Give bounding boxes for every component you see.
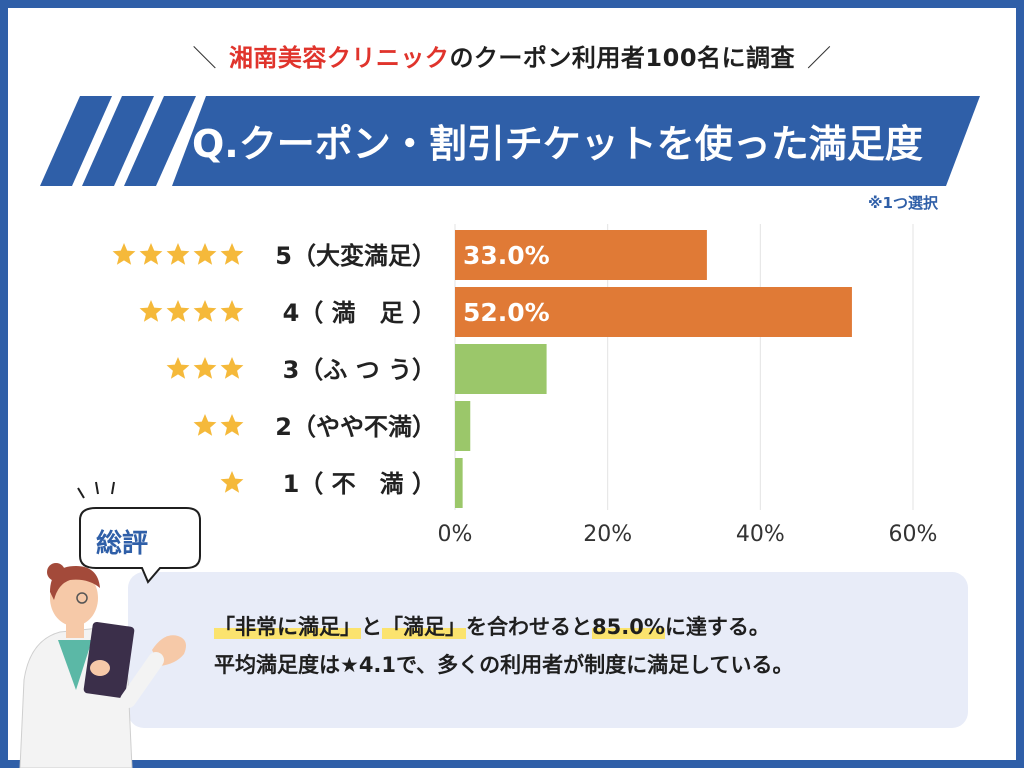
summary-ending: に達する。 (664, 615, 770, 639)
bar (455, 344, 547, 394)
star-icon (220, 243, 244, 265)
question-title: Q.クーポン・割引チケットを使った満足度 (192, 122, 923, 166)
highlight-very-satisfied: 「非常に満足」 (214, 615, 361, 639)
category-label: 2（やや不満） (275, 413, 436, 441)
star-icon (220, 414, 244, 436)
hair-bun (47, 563, 65, 581)
x-tick-label: 40% (736, 522, 785, 547)
x-tick-label: 20% (583, 522, 632, 547)
select-note: ※1つ選択 (867, 194, 938, 212)
summary-line-2: 平均満足度は★4.1で、多くの利用者が制度に満足している。 (214, 653, 794, 677)
brand-name: 湘南美容クリニック (228, 44, 450, 72)
category-label: 1（ 不 満 ） (283, 470, 436, 498)
scrubs (58, 640, 92, 690)
star-icon (193, 357, 217, 379)
speech-bubble (79, 507, 201, 584)
subtitle-rest: のクーポン利用者100名に調査 (449, 44, 796, 72)
star-icon (166, 243, 190, 265)
banner-stripe (124, 96, 196, 186)
hand (90, 660, 110, 676)
banner-stripe (82, 96, 154, 186)
category-label: 5（大変満足） (275, 242, 436, 270)
summary-connector: と (361, 615, 382, 639)
banner-body (172, 96, 980, 186)
star-icon (193, 300, 217, 322)
star-icon (193, 414, 217, 436)
category-label: 3（ふ つ う） (283, 356, 436, 384)
highlight-satisfied: 「満足」 (382, 615, 466, 639)
star-icon (139, 243, 163, 265)
emphasis-mark (77, 487, 85, 499)
arm (120, 652, 164, 708)
bar (455, 287, 852, 337)
bar (455, 458, 463, 508)
bar (455, 230, 707, 280)
glasses (76, 592, 88, 604)
star-icon (220, 357, 244, 379)
summary-box (128, 572, 968, 728)
category-label: 4（ 満 足 ） (283, 299, 436, 327)
x-tick-label: 0% (438, 522, 473, 547)
summary-text: 「非常に満足」と「満足」を合わせると85.0%に達する。 平均満足度は★4.1で… (214, 608, 954, 684)
bar-value-label: 33.0% (463, 241, 550, 270)
star-icon (166, 357, 190, 379)
survey-subtitle: ＼ 湘南美容クリニックのクーポン利用者100名に調査 ／ (0, 38, 1024, 73)
star-icon (112, 243, 136, 265)
star-icon (193, 243, 217, 265)
bar (455, 401, 471, 451)
star-icon (166, 300, 190, 322)
emphasis-mark (95, 481, 99, 495)
star-icon (139, 300, 163, 322)
summary-label: 総評 (96, 529, 149, 559)
tablet (83, 621, 135, 699)
star-icon (220, 471, 244, 493)
slash-left: ＼ (192, 44, 217, 72)
summary-connector-2: を合わせると (466, 615, 592, 639)
highlight-total: 85.0% (592, 615, 665, 639)
x-tick-label: 60% (889, 522, 938, 547)
summary-line-1: 「非常に満足」と「満足」を合わせると85.0%に達する。 (214, 608, 954, 646)
bar-value-label: 52.0% (463, 298, 550, 327)
banner-stripe (40, 96, 112, 186)
slash-right: ／ (807, 44, 832, 72)
emphasis-mark (111, 481, 115, 495)
star-icon (220, 300, 244, 322)
